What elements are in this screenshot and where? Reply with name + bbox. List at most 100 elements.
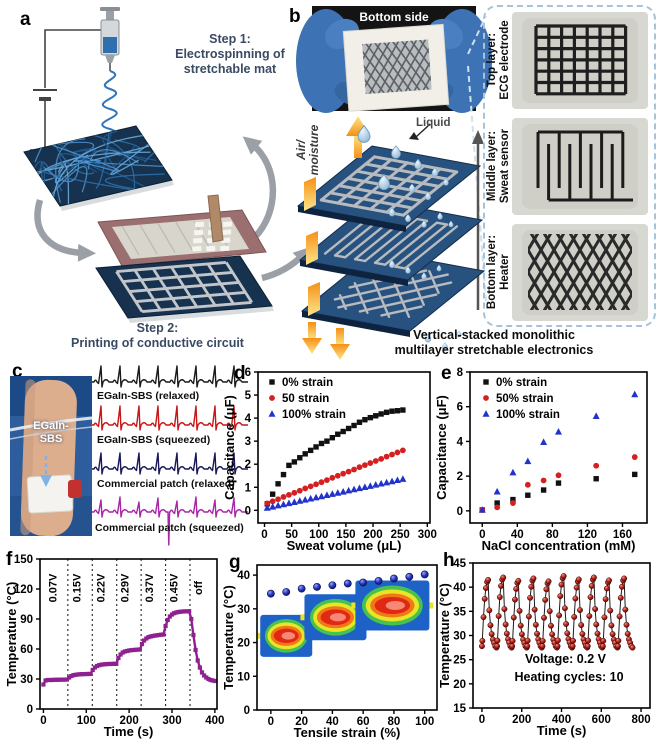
syringe-icon <box>100 7 120 71</box>
chart-voltage-steps: 0.07V 0.15V 0.22V 0.29V 0.37V 0.45V off 0 100 200… <box>4 554 224 739</box>
series-temperature-vs-strain <box>266 570 429 598</box>
svg-text:Capacitance (μF): Capacitance (μF) <box>222 395 237 500</box>
svg-text:80: 80 <box>388 716 401 728</box>
ir-thermal-inset <box>256 614 317 657</box>
x-axis: 0 100 200 300 400 Time (s) <box>40 709 224 739</box>
ecg-trace-2 <box>92 405 248 431</box>
svg-text:100: 100 <box>309 529 328 541</box>
svg-text:45: 45 <box>453 558 466 570</box>
panel-b-label: b <box>289 6 301 27</box>
svg-text:1: 1 <box>245 482 252 494</box>
trace4-label: Commercial patch (squeezed) <box>95 522 244 534</box>
panel-e-label: e <box>441 363 452 384</box>
water-droplet-icon <box>389 259 395 269</box>
svg-text:600: 600 <box>592 714 611 726</box>
svg-text:100% strain: 100% strain <box>282 409 346 421</box>
water-droplet-icon <box>421 272 427 280</box>
svg-text:120: 120 <box>14 584 33 596</box>
ecg-traces <box>92 365 248 546</box>
down-arrow-icon <box>302 322 322 354</box>
svg-text:0.15V: 0.15V <box>71 573 83 602</box>
svg-text:Time (s): Time (s) <box>537 723 587 738</box>
svg-text:800: 800 <box>631 714 650 726</box>
svg-text:off: off <box>193 581 205 595</box>
squeegee-icon <box>207 194 224 243</box>
svg-text:Time (s): Time (s) <box>104 724 154 739</box>
sweat-sensor-photo <box>512 118 648 215</box>
svg-text:40: 40 <box>511 529 524 541</box>
water-droplet-icon <box>424 333 432 343</box>
svg-text:30: 30 <box>237 604 250 616</box>
heat-bar-icon <box>308 282 320 316</box>
svg-text:100: 100 <box>415 716 434 728</box>
svg-text:300: 300 <box>162 715 181 727</box>
voltage-step-labels: 0.07V 0.15V 0.22V 0.29V 0.37V 0.45V off <box>47 573 205 602</box>
svg-text:Voltage: 0.2 V: Voltage: 0.2 V <box>525 652 607 666</box>
svg-text:40: 40 <box>453 582 466 594</box>
red-clip <box>68 480 82 498</box>
series-heating-cycles <box>478 573 636 651</box>
fabrication-schematic <box>23 7 312 323</box>
svg-text:50% strain: 50% strain <box>496 393 554 405</box>
svg-text:5: 5 <box>245 390 252 402</box>
svg-text:400: 400 <box>552 714 571 726</box>
device-patch <box>26 474 74 514</box>
bottom-layer-label: Bottom layer: Heater <box>486 234 511 310</box>
svg-text:250: 250 <box>391 529 410 541</box>
water-droplet-icon <box>414 158 422 170</box>
voltage-step-lines <box>67 559 191 709</box>
water-droplet-icon <box>448 220 454 228</box>
down-arrow-icon <box>40 456 52 487</box>
series-50-strain <box>264 447 406 507</box>
svg-text:100% strain: 100% strain <box>496 409 560 421</box>
svg-text:10: 10 <box>237 671 250 683</box>
svg-text:20: 20 <box>237 638 250 650</box>
svg-text:40: 40 <box>237 570 250 582</box>
svg-text:0.07V: 0.07V <box>47 573 59 602</box>
stacked-layers-diagram <box>296 116 486 360</box>
svg-text:50 strain: 50 strain <box>282 393 329 405</box>
legend: 0% strain 50 strain 100% strain <box>268 377 346 421</box>
x-axis: 0 50 100 150 200 250 300 Sweat volume (μL) <box>261 523 437 553</box>
water-droplet-icon <box>405 266 411 274</box>
svg-text:0.45V: 0.45V <box>169 573 181 602</box>
series-100-strain <box>263 475 407 511</box>
svg-text:2: 2 <box>457 471 463 483</box>
svg-text:3: 3 <box>245 436 251 448</box>
up-arrow-icon <box>472 130 484 310</box>
series-heater-temperature <box>41 609 217 687</box>
water-droplet-icon <box>442 342 448 350</box>
svg-text:0: 0 <box>261 529 267 541</box>
chart-heating-cycles: 0 200 400 600 800 Time (s) 15 20 25 30 35 40 45 Tempe… <box>437 558 651 738</box>
panel-f-label: f <box>6 549 13 570</box>
svg-text:60: 60 <box>20 644 33 656</box>
water-droplet-icon <box>431 167 439 177</box>
svg-text:0.37V: 0.37V <box>144 573 156 602</box>
trace2-label: EGaIn-SBS (squeezed) <box>97 434 211 446</box>
battery-icon <box>33 89 57 101</box>
svg-text:20: 20 <box>453 679 466 691</box>
device-label: EGaIn- SBS <box>33 420 69 445</box>
water-droplet-icon <box>405 213 411 223</box>
svg-text:200: 200 <box>363 529 382 541</box>
tube-line <box>9 416 93 432</box>
svg-text:60: 60 <box>357 716 370 728</box>
printed-circuit-mat <box>95 255 274 323</box>
forearm <box>20 379 77 537</box>
water-droplet-icon <box>391 145 401 159</box>
svg-text:8: 8 <box>457 367 464 379</box>
svg-text:0: 0 <box>245 505 251 517</box>
svg-text:15: 15 <box>453 703 466 715</box>
legend: 0% strain 50% strain 100% strain <box>482 377 560 421</box>
water-droplet-icon <box>456 330 462 338</box>
trace1-label: EGaIn-SBS (relaxed) <box>97 390 200 402</box>
panel-c-label: c <box>12 361 23 382</box>
liquid-pointer-arrow <box>409 123 431 140</box>
water-droplet-icon <box>357 124 371 143</box>
step2-caption: Step 2: Printing of conductive circuit <box>71 321 244 350</box>
trace3-label: Commercial patch (relaxed) <box>97 478 235 490</box>
